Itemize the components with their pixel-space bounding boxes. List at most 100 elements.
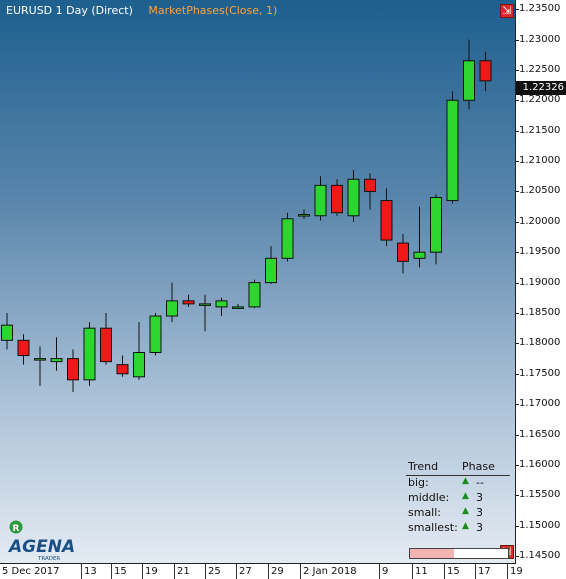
candle-body	[35, 359, 46, 361]
logo-wordmark: AGENA	[8, 537, 75, 557]
candle[interactable]	[101, 313, 112, 365]
phase-row-label: middle:	[408, 491, 449, 504]
date-tick-label: 5 Dec 2017	[2, 566, 60, 577]
registered-badge-text: R	[13, 524, 20, 534]
candle[interactable]	[464, 40, 475, 110]
candle[interactable]	[216, 298, 227, 316]
date-tick-label: 13	[84, 566, 97, 577]
candle[interactable]	[117, 356, 128, 377]
candle-body	[51, 359, 62, 362]
price-tick-label: 1.19000	[519, 277, 565, 288]
trend-column-header: Trend	[408, 460, 438, 473]
maximize-button-top[interactable]: ⇲	[500, 4, 514, 18]
date-tick-label: 15	[114, 566, 127, 577]
date-tick-separator	[444, 564, 445, 579]
price-tick-label: 1.19500	[519, 246, 565, 257]
plot-area[interactable]: EURUSD 1 Day (Direct) MarketPhases(Close…	[0, 0, 516, 564]
logo-tagline: TRADER	[37, 556, 60, 562]
candle[interactable]	[266, 246, 277, 284]
candle[interactable]	[2, 313, 13, 349]
date-tick-separator	[379, 564, 380, 579]
candle[interactable]	[249, 280, 260, 309]
candle[interactable]	[200, 295, 211, 331]
candle[interactable]	[167, 283, 178, 323]
indicator-label[interactable]: MarketPhases(Close, 1)	[148, 4, 277, 17]
candle-body	[315, 185, 326, 215]
candle[interactable]	[282, 213, 293, 262]
phase-column-header: Phase	[462, 460, 495, 473]
price-tick-label: 1.22500	[519, 64, 565, 75]
price-tick-label: 1.16000	[519, 459, 565, 470]
candle-body	[365, 179, 376, 191]
phase-progress-fill	[410, 549, 454, 558]
candle-body	[117, 365, 128, 374]
symbol-label: EURUSD 1 Day (Direct)	[6, 4, 133, 17]
time-axis[interactable]: 5 Dec 2017 13 15 19 21 25 27 29 2 Jan 2018 9 11 15 1…	[0, 564, 566, 579]
candle[interactable]	[51, 337, 62, 370]
phase-value: --	[476, 476, 484, 489]
market-phases-panel: Trend Phase big: ▲ -- middle: ▲ 3 small:…	[406, 460, 510, 536]
candle[interactable]	[68, 349, 79, 392]
candle-body	[150, 316, 161, 352]
candle[interactable]	[348, 170, 359, 222]
candle-body	[414, 252, 425, 258]
candle-body	[18, 340, 29, 355]
date-tick-label: 2 Jan 2018	[303, 566, 357, 577]
candle[interactable]	[414, 207, 425, 268]
price-tick-label: 1.20000	[519, 216, 565, 227]
candle[interactable]	[134, 322, 145, 380]
price-tick-label: 1.15500	[519, 489, 565, 500]
phase-value: 3	[476, 506, 483, 519]
price-tick-label: 1.21500	[519, 125, 565, 136]
candle-body	[464, 61, 475, 101]
price-tick-label: 1.18500	[519, 307, 565, 318]
candle[interactable]	[18, 334, 29, 364]
candle-body	[249, 283, 260, 307]
date-tick-separator	[412, 564, 413, 579]
candle[interactable]	[35, 346, 46, 386]
phase-progress-bar	[409, 548, 509, 559]
candle[interactable]	[381, 188, 392, 246]
candle-body	[68, 359, 79, 380]
candle[interactable]	[299, 210, 310, 219]
phase-row-label: smallest:	[408, 521, 458, 534]
candle[interactable]	[480, 52, 491, 92]
date-tick-separator	[142, 564, 143, 579]
phase-row-label: big:	[408, 476, 429, 489]
candle[interactable]	[447, 91, 458, 203]
date-tick-separator	[111, 564, 112, 579]
candle-body	[216, 301, 227, 307]
candle[interactable]	[84, 322, 95, 386]
candle[interactable]	[183, 295, 194, 307]
date-tick-separator	[81, 564, 82, 579]
candle[interactable]	[315, 176, 326, 220]
price-tick-label: 1.23500	[519, 3, 565, 14]
chart-header: EURUSD 1 Day (Direct) MarketPhases(Close…	[6, 4, 277, 17]
phase-row-big: big: ▲ --	[406, 476, 510, 491]
date-tick-separator	[236, 564, 237, 579]
candle-body	[183, 301, 194, 304]
date-tick-separator	[507, 564, 508, 579]
price-tick-label: 1.17000	[519, 398, 565, 409]
price-tick-label: 1.16500	[519, 429, 565, 440]
price-tick-label: 1.20500	[519, 185, 565, 196]
phase-row-smallest: smallest: ▲ 3	[406, 521, 510, 536]
price-tick-label: 1.23000	[519, 34, 565, 45]
date-tick-label: 21	[177, 566, 190, 577]
candle-body	[134, 353, 145, 377]
candle[interactable]	[332, 179, 343, 215]
date-tick-separator	[174, 564, 175, 579]
date-tick-label: 15	[447, 566, 460, 577]
candle[interactable]	[150, 313, 161, 356]
candle-body	[101, 328, 112, 361]
candle-body	[200, 304, 211, 306]
candle[interactable]	[398, 234, 409, 274]
candle[interactable]	[233, 304, 244, 309]
phase-row-middle: middle: ▲ 3	[406, 491, 510, 506]
date-tick-label: 29	[271, 566, 284, 577]
phase-value: 3	[476, 521, 483, 534]
candle[interactable]	[431, 194, 442, 264]
candle[interactable]	[365, 173, 376, 209]
phase-row-small: small: ▲ 3	[406, 506, 510, 521]
